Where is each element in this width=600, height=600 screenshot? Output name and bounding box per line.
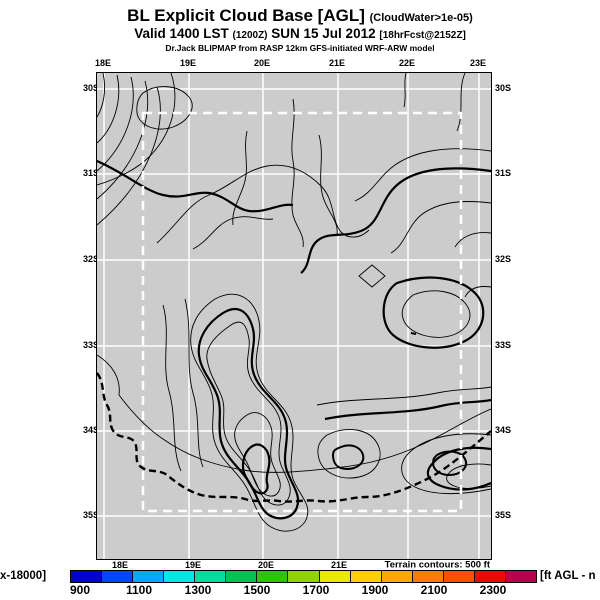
latlon-gridlines (97, 73, 491, 559)
right-axis-label-33s: 33S (495, 340, 512, 350)
map-canvas (97, 73, 491, 559)
colorbar-segment (288, 571, 320, 582)
colorbar-segment (102, 571, 134, 582)
left-axis-label-30s: 30S (82, 83, 99, 93)
right-axis-label-30s: 30S (495, 83, 512, 93)
top-axis-label-19e: 19E (179, 58, 197, 68)
valid-time-utc: (1200Z) (232, 30, 268, 41)
bottom-axis-label-20e: 20E (257, 560, 275, 570)
page-title: BL Explicit Cloud Base [AGL] (CloudWater… (0, 6, 600, 26)
colorbar-tick-1300: 1300 (184, 583, 212, 597)
title-text: BL Explicit Cloud Base [AGL] (127, 6, 365, 25)
colorbar-segment (164, 571, 196, 582)
left-axis-label-31s: 31S (82, 168, 99, 178)
left-axis-label-32s: 32S (82, 254, 99, 264)
inner-domain-boundary (141, 111, 463, 513)
colorbar-segment (443, 571, 475, 582)
colorbar-segment (71, 571, 103, 582)
colorbar-segment (195, 571, 227, 582)
valid-date: SUN 15 Jul 2012 (271, 26, 376, 41)
top-axis-label-23e: 23E (469, 58, 487, 68)
forecast-cycle: [18hrFcst@2152Z] (379, 30, 466, 41)
colorbar-tick-2300: 2300 (479, 583, 507, 597)
valid-time-line: Valid 1400 LST (1200Z) SUN 15 Jul 2012 [… (0, 26, 600, 41)
bottom-axis-label-18e: 18E (111, 560, 129, 570)
colorbar-segment (505, 571, 536, 582)
colorbar-segment (350, 571, 382, 582)
top-axis-label-22e: 22E (398, 58, 416, 68)
left-axis-label-33s: 33S (82, 340, 99, 350)
colorbar-segment (319, 571, 351, 582)
colorbar-tick-1500: 1500 (243, 583, 271, 597)
coastline (97, 372, 491, 503)
right-axis-label-34s: 34S (495, 425, 512, 435)
colorbar-units-label: [ft AGL - n (540, 570, 596, 582)
left-axis-label-35s: 35S (82, 510, 99, 520)
top-axis-label-21e: 21E (328, 58, 346, 68)
left-axis-label-34s: 34S (82, 425, 99, 435)
colorbar-segment (257, 571, 289, 582)
colorbar-segment (381, 571, 413, 582)
bottom-axis-label-19e: 19E (184, 560, 202, 570)
terrain-contours (97, 73, 491, 532)
right-axis-label-35s: 35S (495, 510, 512, 520)
colorbar-segment (133, 571, 165, 582)
colorbar-tick-900: 900 (69, 583, 91, 597)
colorbar-tick-1700: 1700 (302, 583, 330, 597)
colorbar-left-label: x-18000] (0, 570, 47, 582)
map-plot-area (96, 72, 492, 560)
top-axis-label-20e: 20E (253, 58, 271, 68)
colorbar-tick-2100: 2100 (420, 583, 448, 597)
colorbar-tick-1100: 1100 (125, 583, 153, 597)
model-attribution: Dr.Jack BLIPMAP from RASP 12km GFS-initi… (165, 43, 435, 53)
right-axis-label-32s: 32S (495, 254, 512, 264)
colorbar-tick-1900: 1900 (361, 583, 389, 597)
bottom-axis-label-21e: 21E (330, 560, 348, 570)
colorbar-segment (412, 571, 444, 582)
valid-time-main: Valid 1400 LST (134, 26, 229, 41)
colorbar-segment (226, 571, 258, 582)
top-axis-label-18e: 18E (94, 58, 112, 68)
title-note: (CloudWater>1e-05) (369, 12, 473, 24)
colorbar-segments (70, 570, 537, 583)
terrain-contour-note: Terrain contours: 500 ft (384, 559, 490, 571)
colorbar-segment (474, 571, 506, 582)
right-axis-label-31s: 31S (495, 168, 512, 178)
